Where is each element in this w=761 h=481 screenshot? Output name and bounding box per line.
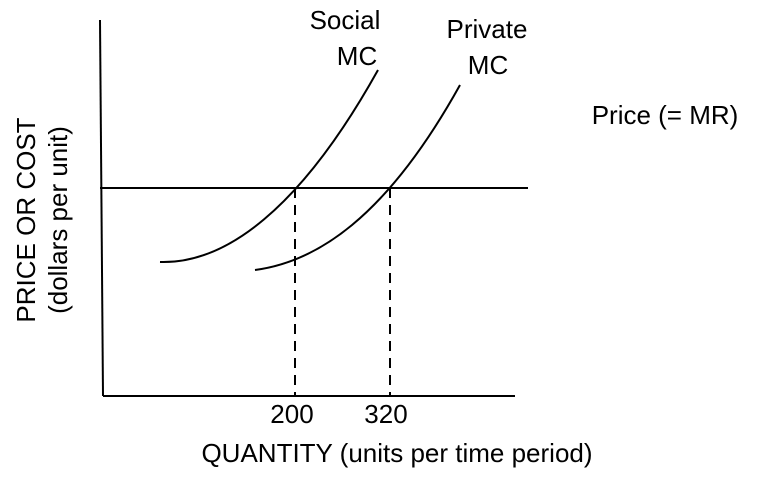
x-tick-label: 200	[270, 399, 313, 429]
y-axis-label: (dollars per unit)	[43, 126, 73, 314]
social-mc-curve	[159, 69, 379, 264]
curve-label: MC	[337, 41, 377, 71]
private-mc-curve	[254, 84, 461, 271]
curve-label: Private	[447, 14, 528, 44]
price-label: Price (= MR)	[592, 100, 739, 130]
curve-label: MC	[468, 50, 508, 80]
y-axis-label: PRICE OR COST	[11, 117, 41, 322]
curve-label: Social	[310, 5, 381, 35]
x-axis-label: QUANTITY (units per time period)	[201, 438, 592, 468]
y-axis	[99, 19, 104, 397]
x-tick-label: 320	[364, 399, 407, 429]
